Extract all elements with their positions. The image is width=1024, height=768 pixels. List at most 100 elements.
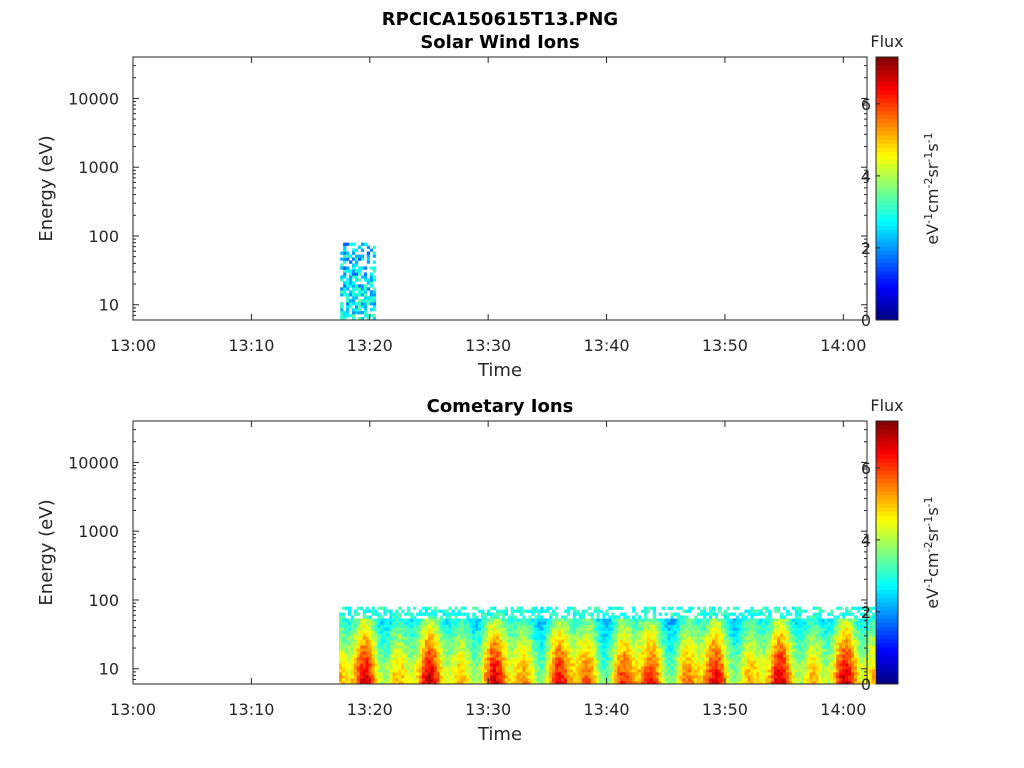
heatmap-cell — [682, 624, 686, 628]
heatmap-cell — [448, 627, 452, 631]
heatmap-cell — [640, 669, 645, 673]
heatmap-cell — [723, 618, 728, 622]
heatmap-cell — [495, 651, 500, 655]
heatmap-cell — [842, 660, 846, 664]
heatmap-cell — [617, 651, 621, 655]
heatmap-cell — [632, 645, 636, 649]
heatmap-cell — [700, 648, 704, 652]
heatmap-cell — [697, 681, 701, 685]
heatmap-cell — [572, 681, 577, 685]
heatmap-cell — [537, 645, 541, 649]
heatmap-cell — [649, 621, 654, 625]
heatmap-cell — [504, 627, 508, 631]
heatmap-cell — [836, 666, 840, 670]
heatmap-cell — [646, 624, 651, 628]
heatmap-cell — [765, 633, 769, 637]
heatmap-cell — [688, 624, 692, 628]
heatmap-cell — [717, 621, 722, 625]
heatmap-cell — [632, 678, 636, 682]
heatmap-cell — [640, 630, 645, 634]
heatmap-cell — [549, 672, 553, 676]
colorbar-swatch — [876, 573, 898, 578]
heatmap-cell — [454, 636, 458, 640]
heatmap-cell — [492, 645, 497, 649]
heatmap-cell — [350, 666, 355, 670]
heatmap-cell — [359, 678, 363, 682]
heatmap-cell — [466, 624, 470, 628]
heatmap-cell — [360, 266, 365, 270]
heatmap-cell — [590, 633, 594, 637]
heatmap-cell — [848, 666, 852, 670]
heatmap-cell — [661, 645, 665, 649]
heatmap-cell — [549, 678, 553, 682]
heatmap-cell — [682, 609, 686, 613]
heatmap-cell — [460, 624, 464, 628]
colorbar-swatch — [876, 605, 898, 611]
heatmap-cell — [531, 657, 535, 661]
heatmap-cell — [368, 654, 372, 658]
heatmap-cell — [519, 681, 523, 685]
heatmap-cell — [481, 618, 485, 622]
heatmap-cell — [637, 630, 642, 634]
heatmap-cell — [569, 639, 574, 643]
heatmap-cell — [352, 266, 356, 270]
heatmap-cell — [732, 630, 736, 634]
heatmap-cell — [853, 642, 858, 646]
heatmap-cell — [809, 639, 813, 643]
heatmap-cell — [771, 618, 775, 622]
heatmap-cell — [723, 660, 728, 664]
heatmap-cell — [344, 627, 349, 631]
heatmap-cell — [341, 630, 346, 634]
heatmap-cell — [338, 612, 343, 616]
heatmap-cell — [806, 648, 810, 652]
heatmap-cell — [723, 648, 728, 652]
heatmap-cell — [593, 609, 597, 613]
heatmap-cell — [839, 660, 843, 664]
heatmap-cell — [599, 639, 603, 643]
heatmap-cell — [587, 675, 591, 679]
heatmap-cell — [634, 645, 639, 649]
heatmap-cell — [534, 681, 538, 685]
heatmap-cell — [522, 654, 526, 658]
heatmap-cell — [525, 669, 529, 673]
heatmap-cell — [507, 624, 511, 628]
heatmap-cell — [365, 630, 369, 634]
heatmap-cell — [475, 633, 479, 637]
colorbar-swatch — [876, 61, 898, 66]
heatmap-cell — [540, 606, 544, 610]
heatmap-cell — [424, 630, 429, 634]
heatmap-cell — [558, 639, 562, 643]
heatmap-cell — [818, 618, 822, 622]
heatmap-cell — [629, 669, 633, 673]
heatmap-cell — [566, 654, 571, 658]
heatmap-cell — [352, 275, 356, 279]
heatmap-cell — [815, 648, 819, 652]
heatmap-cell — [673, 645, 677, 649]
heatmap-cell — [362, 678, 366, 682]
heatmap-cell — [815, 636, 819, 640]
heatmap-cell — [445, 618, 449, 622]
heatmap-cell — [617, 645, 621, 649]
heatmap-cell — [481, 615, 485, 619]
heatmap-cell — [821, 648, 825, 652]
heatmap-cell — [614, 657, 618, 661]
heatmap-cell — [717, 609, 722, 613]
heatmap-cell — [392, 642, 396, 646]
heatmap-cell — [395, 669, 399, 673]
colorbar-swatch — [876, 564, 898, 570]
heatmap-cell — [475, 654, 479, 658]
heatmap-cell — [732, 660, 736, 664]
heatmap-cell — [596, 612, 600, 616]
heatmap-cell — [700, 666, 704, 670]
heatmap-cell — [720, 627, 725, 631]
colorbar-swatch — [876, 453, 898, 459]
heatmap-cell — [667, 660, 671, 664]
heatmap-cell — [492, 642, 497, 646]
heatmap-cell — [845, 636, 849, 640]
heatmap-cell — [433, 633, 437, 637]
heatmap-cell — [785, 624, 790, 628]
heatmap-cell — [661, 606, 665, 610]
heatmap-cell — [540, 666, 544, 670]
heatmap-cell — [741, 648, 745, 652]
heatmap-cell — [682, 648, 686, 652]
